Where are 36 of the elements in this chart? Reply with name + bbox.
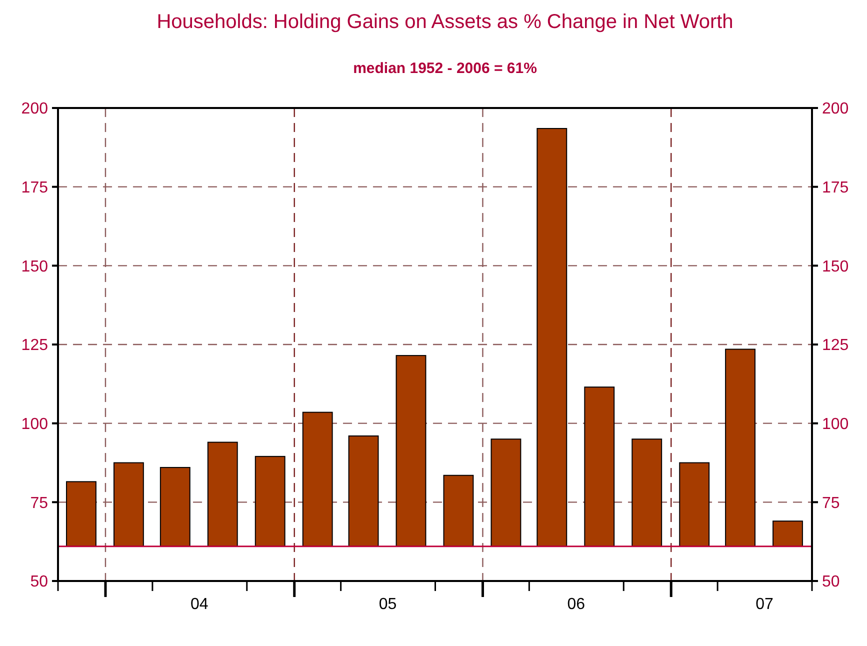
x-tick-label: 04 xyxy=(190,596,208,613)
y-tick-label: 200 xyxy=(21,100,48,118)
y2-tick-label: 150 xyxy=(822,258,849,276)
bar xyxy=(302,412,333,547)
chart-title: Households: Holding Gains on Assets as % Change in Net Worth xyxy=(156,11,734,33)
y2-tick-label: 125 xyxy=(822,337,849,354)
bar xyxy=(725,348,756,547)
x-tick-label: 07 xyxy=(756,596,774,613)
chart-subtitle: median 1952 - 2006 = 61% xyxy=(353,60,537,77)
y-tick-label: 75 xyxy=(30,494,48,512)
bar xyxy=(679,462,710,547)
bar xyxy=(348,435,379,547)
y2-tick-label: 50 xyxy=(822,574,840,591)
y-tick-label: 125 xyxy=(21,337,48,354)
bar xyxy=(396,355,426,547)
y-tick-label: 100 xyxy=(21,416,48,433)
y2-tick-label: 175 xyxy=(822,179,849,196)
x-tick-label: 05 xyxy=(378,596,397,613)
bar xyxy=(443,474,474,547)
bar xyxy=(254,456,286,547)
bar xyxy=(490,438,522,547)
y-tick-label: 175 xyxy=(21,179,48,196)
y-tick-label: 150 xyxy=(21,258,48,276)
y2-tick-label: 75 xyxy=(822,494,840,512)
bar xyxy=(632,438,662,547)
bar xyxy=(584,386,615,547)
x-tick-label: 06 xyxy=(567,596,586,613)
bar xyxy=(160,466,190,547)
bar xyxy=(772,520,803,547)
bar xyxy=(536,128,568,547)
y2-tick-label: 200 xyxy=(822,100,849,118)
bar xyxy=(113,462,144,547)
y2-tick-label: 100 xyxy=(822,416,849,433)
y-tick-label: 50 xyxy=(30,574,48,591)
bar xyxy=(66,481,96,547)
bar xyxy=(207,442,238,547)
